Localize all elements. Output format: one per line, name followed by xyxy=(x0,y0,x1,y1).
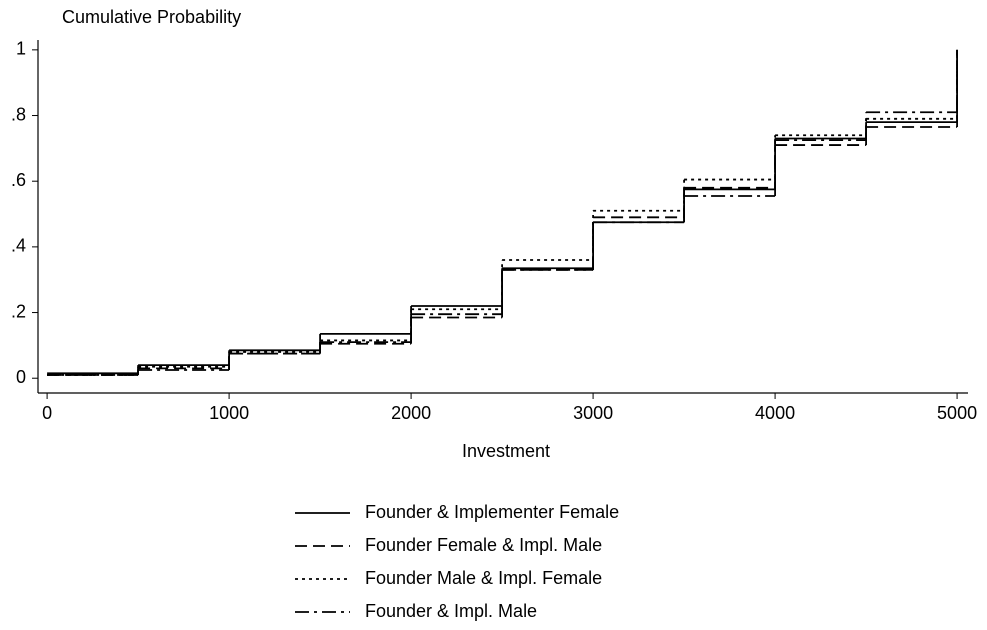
x-tick-label: 0 xyxy=(42,403,52,423)
x-tick-label: 2000 xyxy=(391,403,431,423)
legend-label: Founder Female & Impl. Male xyxy=(365,535,602,555)
y-tick-label: 1 xyxy=(16,39,26,59)
x-tick-label: 3000 xyxy=(573,403,613,423)
x-tick-label: 5000 xyxy=(937,403,977,423)
legend-label: Founder Male & Impl. Female xyxy=(365,568,602,588)
legend-label: Founder & Impl. Male xyxy=(365,601,537,621)
y-tick-label: .6 xyxy=(11,170,26,190)
legend-label: Founder & Implementer Female xyxy=(365,502,619,522)
y-tick-label: .2 xyxy=(11,301,26,321)
x-axis-title: Investment xyxy=(462,441,550,461)
y-tick-label: .8 xyxy=(11,104,26,124)
y-tick-label: .4 xyxy=(11,236,26,256)
x-tick-label: 1000 xyxy=(209,403,249,423)
y-tick-label: 0 xyxy=(16,367,26,387)
y-axis-title: Cumulative Probability xyxy=(62,7,241,27)
x-tick-label: 4000 xyxy=(755,403,795,423)
